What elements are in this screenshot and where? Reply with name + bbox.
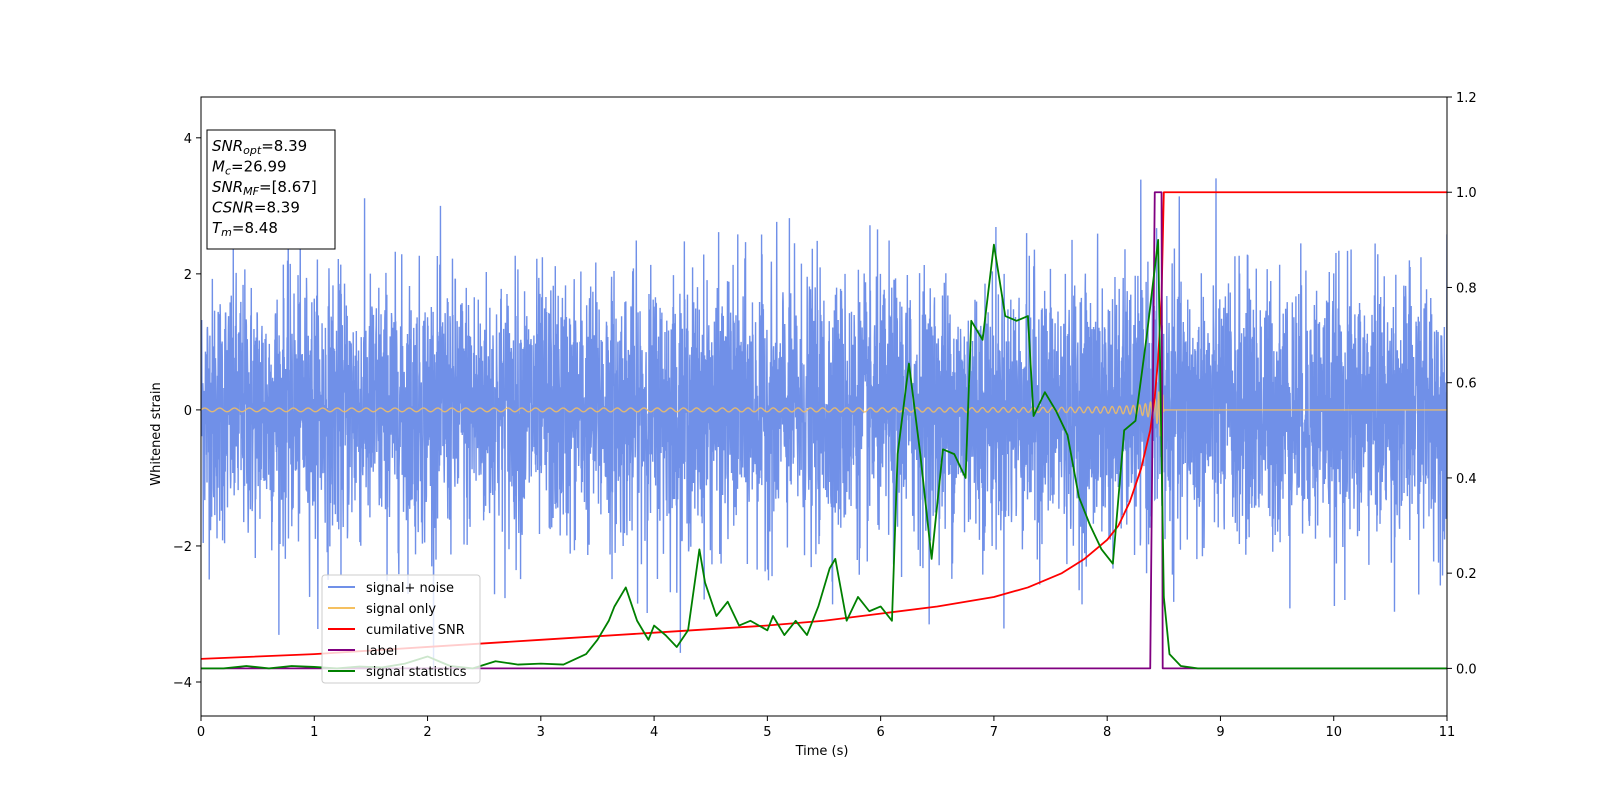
- legend-label: signal+ noise: [366, 581, 454, 596]
- legend-frame: [321, 574, 481, 684]
- x-tick-label: 7: [990, 725, 998, 740]
- x-tick-label: 10: [1325, 725, 1342, 740]
- x-tick-label: 8: [1103, 725, 1111, 740]
- x-tick-label: 5: [763, 725, 771, 740]
- plot-frame: [200, 96, 1448, 717]
- annotation-frame: [206, 129, 336, 250]
- axes: 0 1 2 3 4 5 6 7 8 9 10 11 −4 −2 0 2 4 0.0 0.2 0.4 0.6 0.8 1.0 1…: [173, 91, 1477, 740]
- annotation-line: Tm=8.48: [212, 219, 278, 239]
- y-right-tick-label: 1.0: [1456, 186, 1477, 201]
- annotation-line: CSNR=8.39: [212, 199, 300, 217]
- y-right-tick-label: 0.0: [1456, 662, 1477, 677]
- plot-area: [201, 178, 1447, 670]
- x-tick-label: 9: [1216, 725, 1224, 740]
- x-tick-label: 6: [876, 725, 884, 740]
- legend-label: cumilative SNR: [366, 623, 465, 638]
- legend: signal+ noise signal only cumilative SNR la…: [321, 574, 481, 684]
- legend-label: label: [366, 644, 397, 659]
- y-right-tick-label: 1.2: [1456, 91, 1477, 106]
- x-tick-label: 1: [310, 725, 318, 740]
- y-right-tick-label: 0.4: [1456, 472, 1477, 487]
- annotation-line: SNRMF=[8.67]: [212, 178, 317, 198]
- y-left-tick-label: −2: [173, 540, 192, 555]
- annotation-box: SNRopt=8.39Mc=26.99SNRMF=[8.67]CSNR=8.39…: [206, 129, 336, 250]
- x-tick-label: 4: [650, 725, 658, 740]
- x-tick-label: 11: [1439, 725, 1456, 740]
- legend-label: signal statistics: [366, 665, 467, 680]
- annotation-line: SNRopt=8.39: [212, 137, 307, 157]
- y-left-tick-label: 4: [184, 132, 192, 147]
- series-signal-noise: [201, 178, 1447, 670]
- series-signal-only: [201, 373, 1447, 440]
- annotation-line: Mc=26.99: [212, 158, 287, 178]
- x-axis-label: Time (s): [795, 744, 849, 759]
- y-right-tick-label: 0.6: [1456, 377, 1477, 392]
- y-right-tick-label: 0.8: [1456, 281, 1477, 296]
- y-left-tick-label: −4: [173, 676, 192, 691]
- x-tick-label: 0: [197, 725, 205, 740]
- x-tick-label: 2: [423, 725, 431, 740]
- y-axis-label: Whitened strain: [149, 382, 164, 485]
- x-tick-label: 3: [537, 725, 545, 740]
- y-left-tick-label: 2: [184, 268, 192, 283]
- y-left-tick-label: 0: [184, 404, 192, 419]
- y-right-tick-label: 0.2: [1456, 567, 1477, 582]
- legend-label: signal only: [366, 602, 436, 617]
